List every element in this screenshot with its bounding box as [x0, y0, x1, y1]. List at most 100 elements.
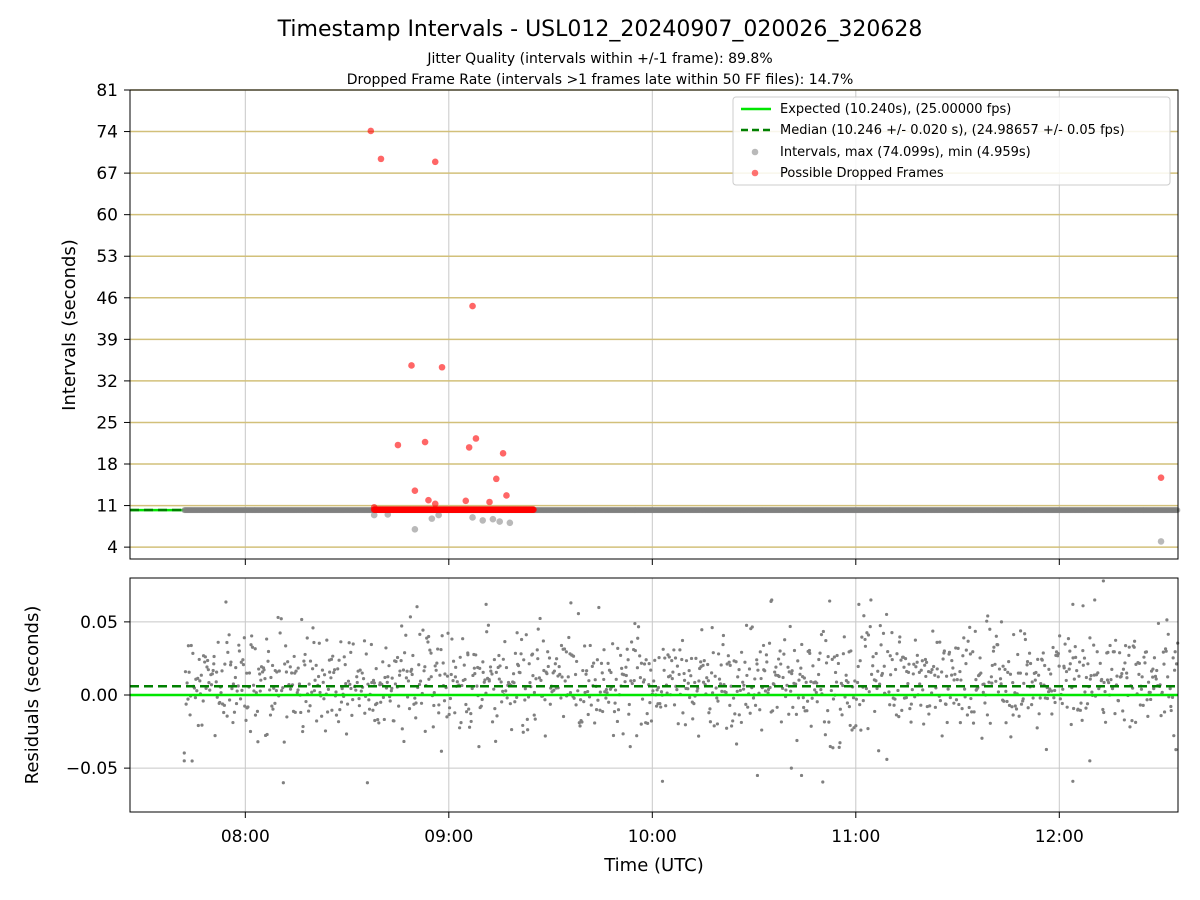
- residual-point: [805, 699, 810, 703]
- residual-point: [867, 690, 871, 694]
- residual-point: [855, 680, 860, 685]
- residual-point: [630, 681, 634, 686]
- residual-point: [598, 690, 602, 694]
- residual-point: [745, 673, 749, 678]
- y-tick-label: 81: [96, 81, 118, 101]
- residual-point: [406, 679, 411, 683]
- interval-point: [506, 519, 514, 527]
- residual-point: [481, 660, 485, 664]
- residual-point: [667, 655, 671, 659]
- residual-point: [629, 640, 634, 644]
- residual-point: [453, 711, 457, 715]
- residual-point: [760, 728, 764, 732]
- residual-point: [263, 677, 267, 681]
- residual-point: [626, 658, 630, 662]
- residual-point: [559, 643, 564, 648]
- residual-point: [196, 676, 200, 680]
- residual-point: [441, 661, 445, 665]
- residual-point: [958, 720, 962, 725]
- residual-point: [928, 704, 932, 708]
- residual-point: [783, 638, 787, 642]
- residual-point: [796, 659, 800, 663]
- residual-point: [1174, 748, 1178, 752]
- residual-point: [281, 781, 285, 785]
- residual-point: [384, 646, 388, 650]
- residual-point: [411, 653, 415, 658]
- residual-point: [350, 713, 354, 718]
- residual-point: [459, 721, 463, 725]
- residual-point: [842, 635, 846, 639]
- residual-point: [1156, 621, 1161, 626]
- residual-point: [871, 664, 875, 668]
- residual-point: [490, 672, 494, 676]
- residual-point: [710, 626, 714, 630]
- residual-point: [673, 656, 678, 660]
- residual-point: [821, 629, 825, 634]
- residual-point: [1079, 701, 1083, 705]
- residual-point: [487, 679, 491, 683]
- residual-point: [882, 664, 886, 668]
- residual-point: [897, 640, 902, 644]
- residual-point: [1022, 681, 1026, 685]
- residual-point: [285, 715, 289, 719]
- residual-point: [212, 662, 216, 666]
- residual-point: [827, 720, 831, 724]
- residual-point: [746, 705, 750, 709]
- residual-point: [310, 667, 315, 671]
- residual-point: [700, 628, 704, 632]
- residual-point: [933, 673, 937, 677]
- residual-point: [898, 635, 902, 639]
- residual-point: [656, 685, 661, 690]
- residual-point: [814, 690, 818, 695]
- residual-point: [1072, 706, 1076, 711]
- residual-point: [874, 679, 878, 683]
- residual-point: [284, 644, 288, 648]
- residual-point: [970, 710, 974, 714]
- residual-point: [1116, 699, 1121, 703]
- residual-point: [1101, 707, 1105, 712]
- residual-point: [281, 686, 285, 690]
- residual-point: [636, 625, 641, 629]
- residual-point: [646, 721, 650, 725]
- y-tick-label: 60: [96, 206, 118, 226]
- residual-point: [410, 672, 414, 677]
- residual-point: [744, 702, 748, 706]
- residual-point: [401, 668, 406, 672]
- residual-point: [357, 704, 362, 708]
- residual-point: [422, 669, 426, 673]
- x-tick-label: 09:00: [424, 827, 473, 847]
- residual-point: [693, 680, 697, 685]
- residual-point: [942, 649, 946, 653]
- residual-point: [1119, 674, 1123, 679]
- residual-point: [915, 660, 919, 664]
- residual-point: [645, 711, 649, 716]
- residual-point: [519, 637, 524, 642]
- residual-point: [840, 713, 844, 717]
- residual-point: [1063, 642, 1067, 646]
- residual-point: [1004, 689, 1008, 693]
- residual-point: [697, 734, 701, 738]
- intervals-y-axis-label: Intervals (seconds): [59, 239, 80, 411]
- residual-point: [404, 633, 408, 637]
- residual-point: [557, 665, 561, 669]
- interval-point: [1157, 538, 1165, 545]
- dropped-frame-point: [431, 158, 439, 166]
- residual-point: [469, 719, 473, 724]
- residual-point: [364, 652, 368, 656]
- residual-point: [695, 689, 699, 693]
- residual-point: [400, 727, 404, 731]
- residual-point: [713, 674, 717, 678]
- residual-point: [1039, 682, 1043, 686]
- residual-point: [1098, 661, 1102, 665]
- residual-point: [597, 605, 601, 610]
- residual-point: [1062, 666, 1066, 670]
- residual-point: [239, 660, 243, 664]
- residual-point: [988, 721, 992, 725]
- residual-point: [788, 624, 792, 629]
- residual-point: [1014, 707, 1019, 711]
- residual-point: [710, 691, 715, 695]
- residual-point: [374, 667, 378, 671]
- residual-point: [652, 679, 656, 683]
- residual-point: [962, 636, 966, 640]
- residual-point: [513, 651, 518, 655]
